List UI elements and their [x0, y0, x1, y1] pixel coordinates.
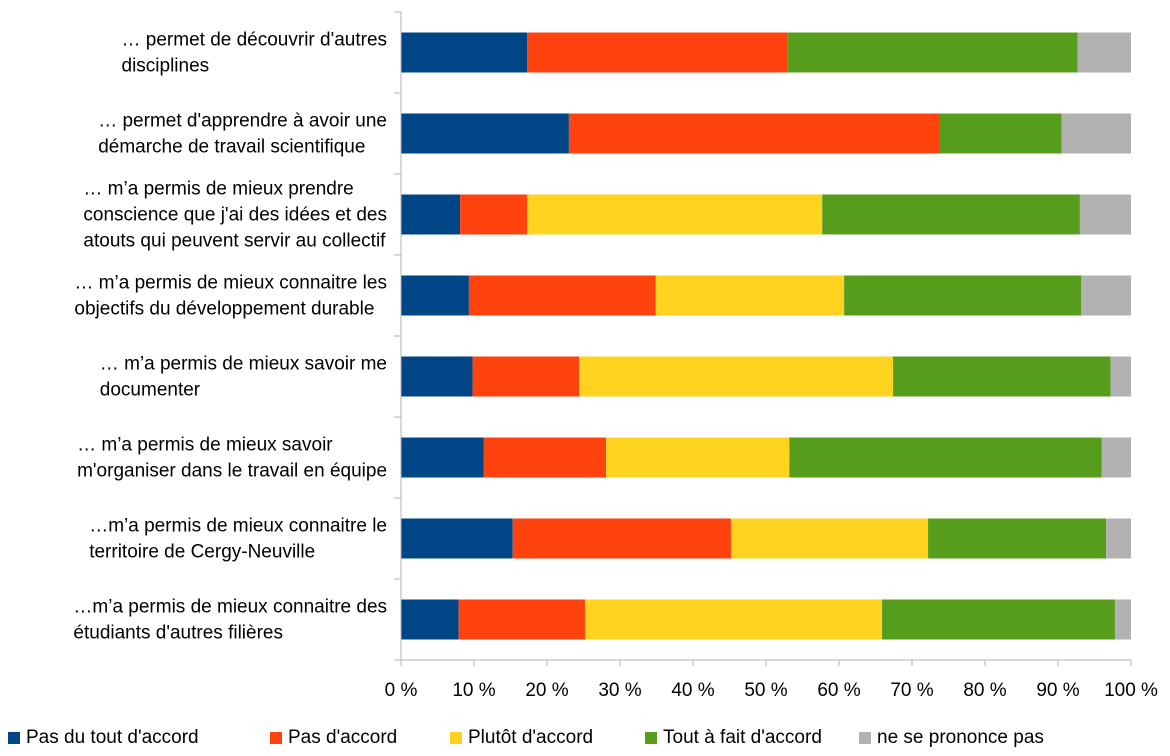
bar-segment-1-series-2	[527, 32, 788, 73]
legend-item: Tout à fait d'accord	[645, 727, 822, 749]
legend-item: Plutôt d'accord	[450, 727, 593, 749]
bar-segment-7-series-1	[401, 518, 513, 559]
category-label: … m’a permis de mieux savoir m'organiser …	[77, 435, 387, 482]
legend-swatch	[8, 732, 20, 744]
bar-segment-3-series-5	[1079, 194, 1131, 235]
legend-swatch	[450, 732, 462, 744]
legend-swatch	[270, 732, 282, 744]
bar-segment-3-series-2	[460, 194, 528, 235]
x-tick-label: 100 %	[1104, 680, 1158, 701]
bar-segment-6-series-4	[789, 437, 1102, 478]
bar-segment-6-series-3	[606, 437, 790, 478]
bar-segment-3-series-3	[527, 194, 823, 235]
bar-segment-5-series-3	[579, 356, 894, 397]
bar-segment-5-series-5	[1110, 356, 1131, 397]
x-tick-label: 70 %	[890, 680, 933, 701]
bar-segment-2-series-2	[568, 113, 940, 154]
bar-segment-2-series-5	[1061, 113, 1131, 154]
legend-item: ne se prononce pas	[859, 727, 1044, 749]
bar-segment-7-series-2	[512, 518, 731, 559]
x-tick-label: 20 %	[525, 680, 568, 701]
bar-segment-1-series-4	[787, 32, 1078, 73]
bar-segment-3-series-1	[401, 194, 461, 235]
bar-segment-2-series-1	[401, 113, 569, 154]
bar-segment-4-series-5	[1081, 275, 1131, 316]
category-label: … permet d'apprendre à avoir une démarche…	[98, 111, 387, 158]
bar-segment-4-series-3	[655, 275, 845, 316]
bar-segment-7-series-5	[1106, 518, 1131, 559]
bar-segment-8-series-1	[401, 599, 459, 640]
bar-segment-1-series-5	[1077, 32, 1131, 73]
legend-swatch	[859, 732, 871, 744]
legend-item: Pas du tout d'accord	[8, 727, 199, 749]
bar-segment-5-series-4	[893, 356, 1111, 397]
x-tick-label: 10 %	[452, 680, 495, 701]
bar-segment-6-series-5	[1101, 437, 1131, 478]
legend-swatch	[645, 732, 657, 744]
category-label: …m’a permis de mieux connaitre des étudia…	[73, 597, 387, 644]
legend-label: ne se prononce pas	[877, 727, 1044, 748]
legend-label: Plutôt d'accord	[468, 727, 594, 748]
bar-segment-4-series-2	[468, 275, 656, 316]
category-label: …m’a permis de mieux connaitre le territo…	[89, 516, 387, 563]
bar-segment-7-series-4	[928, 518, 1107, 559]
x-tick-label: 40 %	[671, 680, 714, 701]
legend-label: Pas du tout d'accord	[26, 727, 199, 748]
category-label: … m’a permis de mieux prendre conscience …	[83, 179, 387, 252]
category-label: … permet de découvrir d'autres discipline…	[122, 30, 388, 77]
chart-plot: 0 % 10 % 20 % 30 % 40 % 50 % 60 % 70 % 80 % 90 % 1…	[73, 11, 1158, 701]
bar-segment-2-series-4	[939, 113, 1062, 154]
category-label: … m’a permis de mieux savoir me documente…	[100, 354, 387, 401]
bar-segment-8-series-4	[882, 599, 1115, 640]
legend-label: Pas d'accord	[288, 727, 398, 748]
x-tick-label: 80 %	[963, 680, 1006, 701]
bar-segment-4-series-4	[844, 275, 1082, 316]
x-tick-label: 60 %	[817, 680, 860, 701]
bar-segment-5-series-2	[472, 356, 580, 397]
category-label: … m’a permis de mieux connaitre les objec…	[74, 273, 387, 320]
bar-segment-8-series-3	[584, 599, 883, 640]
x-tick-label: 90 %	[1036, 680, 1079, 701]
x-tick-label: 50 %	[744, 680, 787, 701]
bar-segment-8-series-2	[458, 599, 585, 640]
bar-segment-7-series-3	[730, 518, 929, 559]
legend-item: Pas d'accord	[270, 727, 397, 749]
bar-segment-1-series-1	[401, 32, 528, 73]
x-tick-label: 0 %	[385, 680, 418, 701]
bar-segment-5-series-1	[401, 356, 473, 397]
bar-segment-6-series-2	[483, 437, 607, 478]
bar-segment-4-series-1	[401, 275, 469, 316]
legend-label: Tout à fait d'accord	[663, 727, 822, 748]
bar-segment-6-series-1	[401, 437, 484, 478]
chart-legend: Pas du tout d'accord Pas d'accord Plutôt d…	[8, 727, 1168, 753]
x-tick-label: 30 %	[598, 680, 641, 701]
bar-segment-3-series-4	[822, 194, 1080, 235]
bar-segment-8-series-5	[1114, 599, 1131, 640]
